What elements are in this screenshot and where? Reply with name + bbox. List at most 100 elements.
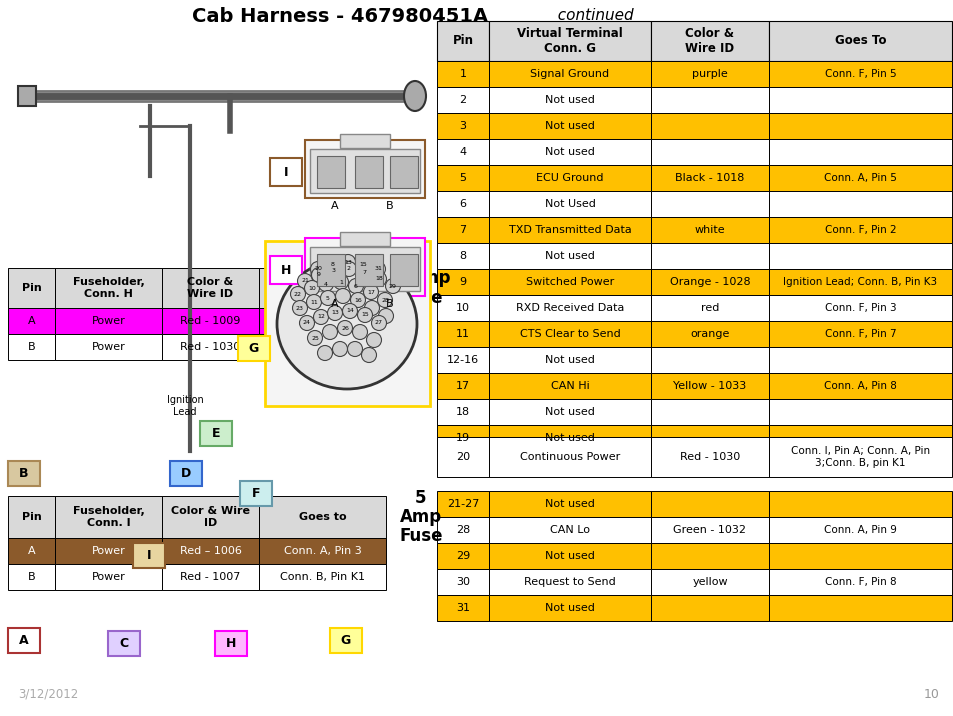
Circle shape — [335, 289, 350, 304]
Text: white: white — [694, 225, 724, 235]
Text: Red – 1006: Red – 1006 — [179, 546, 241, 556]
Text: 23: 23 — [295, 306, 304, 311]
Text: 20: 20 — [456, 452, 470, 462]
Text: Color & Wire
ID: Color & Wire ID — [171, 506, 250, 528]
Text: Conn. F, Pin 7: Conn. F, Pin 7 — [823, 329, 896, 339]
Bar — [768, 595, 951, 621]
Circle shape — [364, 301, 379, 316]
Text: Switched Power: Switched Power — [525, 277, 614, 287]
Circle shape — [355, 256, 370, 271]
Bar — [650, 425, 768, 451]
Circle shape — [341, 261, 356, 276]
Text: 17: 17 — [367, 289, 375, 294]
Bar — [489, 61, 650, 87]
Text: 7: 7 — [361, 271, 366, 276]
Text: 6: 6 — [459, 199, 466, 209]
Text: Cab Harness - 467980451A: Cab Harness - 467980451A — [192, 6, 488, 26]
Text: Black - 1018: Black - 1018 — [675, 173, 744, 183]
Bar — [436, 569, 489, 595]
Text: Conn. A, Pin 9: Conn. A, Pin 9 — [823, 525, 896, 535]
Text: E: E — [212, 427, 220, 440]
Text: C: C — [119, 637, 129, 650]
Text: 5: 5 — [326, 296, 330, 301]
Text: 11: 11 — [310, 299, 317, 304]
Text: 10: 10 — [923, 687, 939, 700]
Circle shape — [293, 301, 307, 316]
Bar — [214, 631, 247, 656]
Bar — [768, 517, 951, 543]
Bar — [436, 399, 489, 425]
Bar — [650, 517, 768, 543]
Bar — [489, 87, 650, 113]
Bar — [258, 538, 386, 564]
Text: 22: 22 — [294, 291, 302, 296]
Bar — [55, 564, 162, 590]
Bar — [768, 217, 951, 243]
Bar — [258, 334, 386, 360]
Bar — [270, 256, 302, 284]
Text: Yellow - 1033: Yellow - 1033 — [673, 381, 746, 391]
Bar — [258, 308, 386, 334]
Text: 19: 19 — [456, 433, 470, 443]
Text: Orange - 1028: Orange - 1028 — [669, 277, 749, 287]
Text: Not used: Not used — [544, 407, 595, 417]
Circle shape — [320, 291, 335, 306]
Bar — [650, 491, 768, 517]
Bar — [489, 217, 650, 243]
Bar — [489, 543, 650, 569]
Text: 8: 8 — [459, 251, 466, 261]
Bar — [339, 232, 390, 246]
Bar — [8, 564, 55, 590]
Text: Red - 1007: Red - 1007 — [180, 572, 240, 582]
Text: 14: 14 — [346, 309, 354, 314]
Text: TXD Transmitted Data: TXD Transmitted Data — [508, 225, 631, 235]
Bar — [316, 156, 345, 188]
Text: 4: 4 — [324, 281, 328, 286]
Text: orange: orange — [690, 329, 729, 339]
Bar — [650, 569, 768, 595]
Text: purple: purple — [691, 69, 727, 79]
Text: Not used: Not used — [544, 251, 595, 261]
Text: Fuseholder,
Conn. I: Fuseholder, Conn. I — [72, 506, 144, 528]
Text: Not used: Not used — [544, 355, 595, 365]
Circle shape — [342, 304, 357, 319]
Text: Conn. F, Pin 5: Conn. F, Pin 5 — [823, 69, 896, 79]
Circle shape — [370, 261, 385, 276]
Text: D: D — [181, 467, 191, 480]
Bar — [258, 268, 386, 308]
Text: 31: 31 — [456, 603, 470, 613]
Bar — [650, 165, 768, 191]
Circle shape — [371, 271, 386, 286]
Bar — [436, 295, 489, 321]
Text: CAN Lo: CAN Lo — [550, 525, 589, 535]
Bar — [108, 631, 140, 656]
Text: 18: 18 — [456, 407, 470, 417]
Circle shape — [291, 286, 305, 301]
Circle shape — [307, 331, 322, 346]
Text: Ignition Lead; Conn. B, Pin K3: Ignition Lead; Conn. B, Pin K3 — [782, 277, 937, 287]
Text: 10: 10 — [308, 286, 315, 291]
Text: 9: 9 — [459, 277, 466, 287]
Bar — [489, 517, 650, 543]
Text: Not used: Not used — [544, 433, 595, 443]
Text: 26: 26 — [341, 326, 349, 331]
Text: Power: Power — [91, 546, 125, 556]
Bar — [162, 564, 258, 590]
Text: 29: 29 — [456, 551, 470, 561]
Circle shape — [304, 281, 319, 296]
Text: Red - 1030: Red - 1030 — [679, 452, 740, 462]
Bar — [436, 87, 489, 113]
Circle shape — [371, 316, 386, 331]
Text: 24: 24 — [303, 321, 311, 326]
Text: 20: 20 — [314, 266, 321, 271]
Bar — [162, 538, 258, 564]
Circle shape — [310, 261, 325, 276]
Bar — [162, 496, 258, 538]
Bar — [650, 21, 768, 61]
Bar — [489, 21, 650, 61]
Text: G: G — [340, 634, 351, 647]
Bar — [436, 243, 489, 269]
Bar — [489, 243, 650, 269]
Bar — [436, 595, 489, 621]
Circle shape — [299, 316, 314, 331]
